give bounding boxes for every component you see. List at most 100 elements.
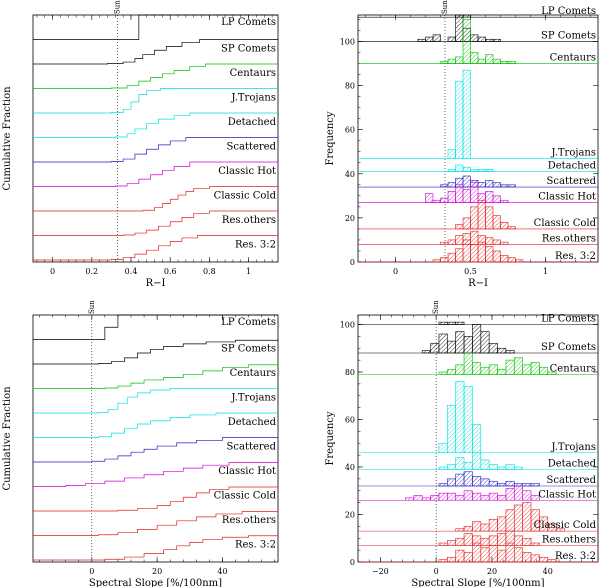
cumulative-curve-sp-comets: [33, 339, 279, 365]
bar-detached: [497, 466, 507, 470]
series-label-lp-comets: LP Comets: [221, 17, 276, 28]
series-label-detached: Detached: [548, 161, 597, 172]
bar-sp-comets: [470, 34, 479, 42]
y-tick-label: 60: [345, 416, 355, 425]
bar-scattered: [447, 478, 456, 487]
y-tick-label: 0: [350, 258, 355, 267]
bar-classic-cold: [497, 516, 507, 532]
cumulative-curve-res-others: [33, 210, 278, 236]
bar-classic-hot: [421, 497, 431, 501]
bar-scattered: [488, 480, 498, 487]
bar-centaurs: [462, 19, 471, 64]
bar-sp-comets: [492, 38, 501, 42]
bar-res-others: [438, 542, 448, 546]
y-tick-label: 80: [345, 368, 355, 377]
series-label-res-others: Res.others: [222, 215, 276, 226]
bar-centaurs: [522, 364, 532, 375]
bar-classic-cold: [500, 222, 509, 230]
bar-classic-hot: [438, 492, 448, 501]
bar-centaurs: [477, 58, 486, 64]
y-axis-label: Cumulative Fraction: [2, 386, 13, 491]
bar-sp-comets: [425, 36, 434, 42]
y-tick-label: 20: [345, 214, 355, 223]
bar-sp-comets: [432, 34, 441, 42]
bar-classic-cold: [555, 528, 565, 532]
bar-detached: [477, 169, 486, 172]
bar-res-3-2: [530, 554, 540, 563]
x-tick-label: 0.2: [85, 267, 98, 276]
bar-classic-hot: [472, 492, 482, 501]
panel-cumulative-spectral-slope: 0 20 40 Spectral Slope [%/100nm] Cumulative …: [2, 300, 279, 587]
bar-centaurs: [472, 362, 482, 375]
x-tick-label: 20: [152, 567, 162, 576]
bar-sp-comets: [438, 333, 448, 354]
series-label-classic-cold: Classic Cold: [534, 218, 597, 229]
sun-label: Sun: [441, 0, 449, 14]
bar-res-3-2: [522, 552, 532, 563]
series-label-sp-comets: SP Comets: [221, 344, 276, 355]
bar-classic-hot: [413, 495, 423, 501]
series-label-lp-comets: LP Comets: [541, 314, 596, 325]
series-label-scattered: Scattered: [547, 475, 597, 486]
bar-res-others: [470, 230, 479, 245]
cumulative-curve-classic-hot: [33, 462, 279, 487]
x-tick-label: 0: [434, 567, 439, 576]
series-label-j-trojans: J.Trojans: [230, 393, 276, 404]
bar-res-others: [463, 533, 473, 546]
y-tick-label: 100: [340, 321, 355, 330]
bar-classic-hot: [447, 492, 456, 501]
series-label-res-3-2: Res. 3:2: [555, 551, 596, 562]
bar-scattered: [497, 483, 507, 487]
bar-classic-hot: [425, 193, 434, 203]
bar-classic-hot: [497, 495, 507, 501]
series-label-j-trojans: J.Trojans: [550, 147, 596, 158]
bar-centaurs: [470, 52, 479, 64]
bar-detached: [462, 166, 471, 172]
series-label-res-3-2: Res. 3:2: [235, 240, 276, 251]
bar-classic-cold: [455, 528, 465, 532]
bar-res-3-2: [455, 248, 464, 263]
x-tick-label: 1: [543, 267, 548, 276]
panel-histogram-spectral-slope: −20 0 20 40 Spectral Slope [%/100nm] Frequenc…: [325, 300, 599, 587]
bar-classic-cold: [485, 206, 494, 230]
bar-centaurs: [500, 61, 509, 64]
bar-res-others: [447, 540, 456, 546]
bar-detached: [470, 169, 479, 172]
series-label-res-3-2: Res. 3:2: [235, 540, 276, 551]
series-label-scattered: Scattered: [227, 442, 277, 453]
bar-sp-comets: [480, 331, 490, 354]
x-axis-label: Spectral Slope [%/100nm]: [411, 578, 544, 587]
x-axis-label: R−I: [468, 278, 488, 289]
series-label-centaurs: Centaurs: [230, 368, 276, 379]
bar-classic-hot: [455, 495, 465, 501]
bar-scattered: [440, 184, 449, 188]
bar-sp-comets: [505, 350, 515, 354]
x-tick-label: −20: [372, 567, 389, 576]
bar-scattered: [477, 182, 486, 188]
bar-detached: [438, 466, 448, 470]
y-tick-label: 80: [345, 82, 355, 91]
x-tick-label: 40: [217, 567, 227, 576]
bar-res-3-2: [485, 246, 494, 263]
bar-res-3-2: [463, 552, 473, 563]
bar-res-others: [447, 239, 456, 245]
bar-classic-cold: [455, 224, 464, 230]
bar-scattered: [485, 180, 494, 188]
bar-sp-comets: [463, 336, 473, 354]
x-axis-label: R−I: [146, 278, 166, 289]
bar-res-3-2: [470, 244, 479, 263]
bar-centaurs: [497, 369, 507, 375]
bar-res-3-2: [500, 255, 509, 263]
bar-res-3-2: [432, 259, 441, 263]
series-label-lp-comets: LP Comets: [221, 317, 276, 328]
bar-res-3-2: [513, 547, 523, 563]
bar-res-3-2: [480, 547, 490, 563]
bar-classic-hot: [485, 191, 494, 203]
bar-detached: [513, 466, 523, 470]
bar-lp-comets: [438, 321, 448, 325]
series-label-classic-cold: Classic Cold: [534, 520, 597, 531]
series-label-classic-hot: Classic Hot: [538, 191, 596, 202]
sun-label: Sun: [88, 300, 96, 314]
bar-lp-comets: [447, 321, 456, 325]
bar-classic-hot: [505, 488, 515, 501]
